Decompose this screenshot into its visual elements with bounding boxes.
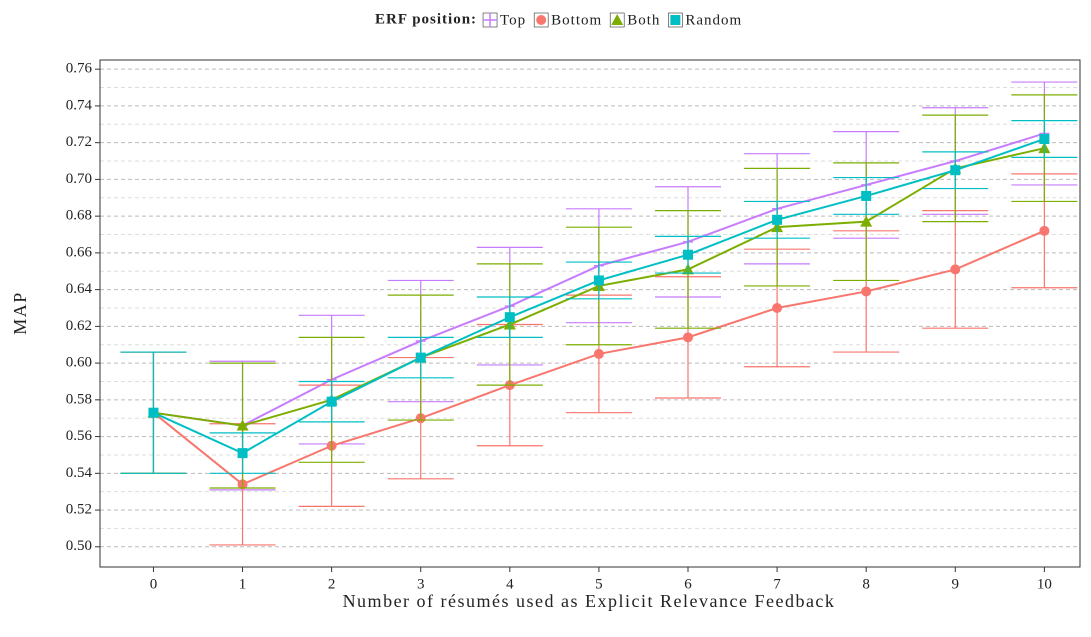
marker [237, 448, 248, 459]
marker [593, 348, 604, 359]
y-tick-label: 0.72 [66, 134, 92, 150]
marker [950, 165, 961, 176]
x-tick-label: 8 [862, 576, 870, 592]
y-tick-label: 0.70 [66, 171, 92, 187]
x-tick-label: 4 [506, 576, 514, 592]
x-tick-label: 1 [239, 576, 247, 592]
legend-symbol [483, 13, 498, 27]
x-tick-label: 7 [773, 576, 781, 592]
y-tick-label: 0.60 [66, 355, 92, 371]
marker [861, 190, 872, 201]
marker [861, 286, 872, 297]
y-tick-label: 0.54 [66, 465, 93, 481]
legend-symbol [536, 15, 547, 25]
x-tick-label: 0 [150, 576, 158, 592]
marker [772, 214, 783, 225]
y-tick-label: 0.74 [66, 97, 93, 113]
marker [415, 352, 426, 363]
y-tick-label: 0.56 [66, 428, 93, 444]
x-tick-label: 9 [952, 576, 960, 592]
y-axis-label: MAP [10, 291, 30, 335]
x-axis-label: Number of résumés used as Explicit Relev… [343, 591, 836, 611]
y-tick-label: 0.66 [66, 244, 93, 260]
y-tick-label: 0.52 [66, 501, 92, 517]
marker [1039, 133, 1050, 144]
y-tick-label: 0.76 [66, 61, 93, 77]
y-tick-label: 0.58 [66, 391, 92, 407]
marker [593, 275, 604, 286]
marker [148, 407, 159, 418]
legend-symbol [670, 15, 681, 25]
x-tick-label: 5 [595, 576, 603, 592]
legend-label: Bottom [551, 12, 602, 28]
legend-symbol [611, 14, 624, 25]
x-tick-label: 10 [1037, 576, 1052, 592]
marker [683, 249, 693, 260]
plot-border [99, 59, 1081, 568]
marker [504, 312, 515, 323]
marker [1039, 225, 1050, 236]
legend-title: ERF position: [375, 11, 477, 27]
marker [683, 332, 693, 343]
marker [950, 264, 961, 275]
marker [236, 419, 249, 431]
marker [772, 302, 783, 313]
marker [326, 396, 337, 407]
y-tick-label: 0.68 [66, 208, 92, 224]
x-tick-label: 6 [684, 576, 692, 592]
series [120, 120, 1078, 474]
legend-label: Top [500, 12, 526, 28]
legend-label: Both [627, 12, 660, 28]
y-tick-label: 0.50 [66, 538, 92, 554]
marker [860, 215, 873, 227]
y-tick-label: 0.62 [66, 318, 92, 334]
x-tick-label: 3 [417, 576, 425, 592]
x-tick-label: 2 [328, 576, 336, 592]
legend-label: Random [685, 12, 742, 28]
y-tick-label: 0.64 [66, 281, 93, 297]
